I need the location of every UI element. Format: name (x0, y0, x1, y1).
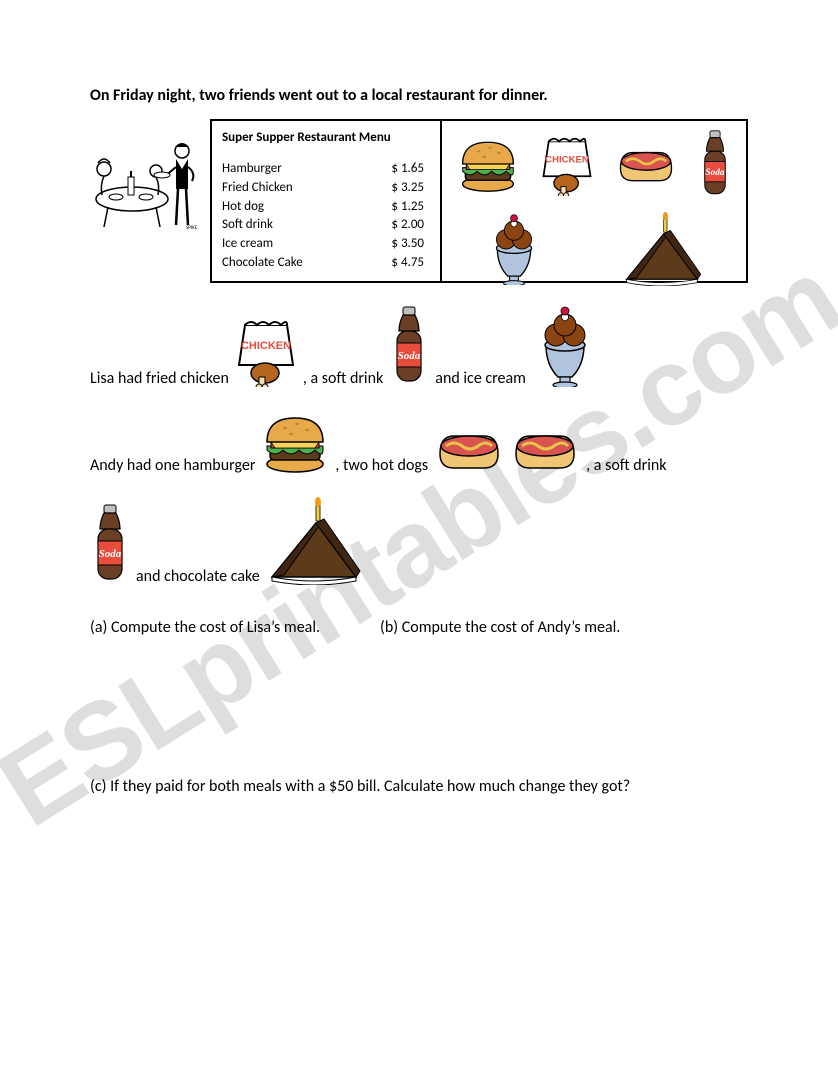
question-b: (b) Compute the cost of Andy’s meal. (380, 618, 620, 637)
menu-item-price: $ 2.00 (391, 216, 424, 235)
menu-title: Super Supper Restaurant Menu (222, 129, 424, 148)
intro-text: On Friday night, two friends went out to… (90, 86, 748, 105)
menu-item-price: $ 3.50 (391, 235, 424, 254)
andy-text-1: Andy had one hamburger (90, 456, 255, 479)
svg-text:SPIKE: SPIKE (186, 225, 198, 229)
menu-item: Hot dog $ 1.25 (222, 198, 424, 217)
hotdog-icon (615, 142, 677, 191)
soda-icon: Soda (389, 305, 429, 392)
dining-scene-icon: SPIKE (90, 119, 200, 229)
hamburger-icon (457, 135, 519, 198)
andy-text-4: and chocolate cake (136, 567, 260, 590)
menu-item-name: Chocolate Cake (222, 254, 303, 273)
menu-item-name: Soft drink (222, 216, 273, 235)
question-a: (a) Compute the cost of Lisa’s meal. (90, 618, 320, 637)
svg-text:CHICKEN: CHICKEN (545, 154, 589, 165)
lisa-text-3: and ice cream (435, 369, 526, 392)
menu-item-price: $ 3.25 (391, 179, 424, 198)
soda-icon: Soda (90, 503, 130, 590)
menu-column: Super Supper Restaurant Menu Hamburger $ … (212, 121, 442, 281)
hamburger-icon (261, 410, 329, 479)
lisa-text-2: , a soft drink (303, 369, 383, 392)
question-c: (c) If they paid for both meals with a $… (90, 777, 748, 796)
andy-line-1: Andy had one hamburger , two hot dogs , … (90, 410, 748, 479)
top-row: SPIKE Super Supper Restaurant Menu Hambu… (90, 119, 748, 283)
cake-icon (621, 212, 703, 291)
svg-text:Soda: Soda (705, 168, 725, 178)
soda-icon: Soda (698, 129, 732, 204)
menu-food-box: Super Supper Restaurant Menu Hamburger $ … (210, 119, 748, 283)
menu-item-price: $ 1.65 (391, 160, 424, 179)
andy-text-3: , a soft drink (586, 456, 666, 479)
menu-item-price: $ 1.25 (391, 198, 424, 217)
fried-chicken-icon: CHICKEN (540, 132, 594, 201)
hotdog-icon (510, 424, 580, 479)
lisa-line: Lisa had fried chicken CHICKEN , a soft … (90, 305, 748, 392)
svg-text:CHICKEN: CHICKEN (241, 340, 291, 352)
questions-ab-row: (a) Compute the cost of Lisa’s meal. (b)… (90, 618, 748, 637)
ice-cream-icon (532, 305, 598, 392)
lisa-text-1: Lisa had fried chicken (90, 369, 229, 392)
svg-text:Soda: Soda (398, 350, 421, 362)
menu-item: Chocolate Cake $ 4.75 (222, 254, 424, 273)
svg-text:Soda: Soda (99, 548, 122, 560)
andy-line-2: Soda and chocolate cake (90, 497, 748, 590)
menu-item-name: Fried Chicken (222, 179, 293, 198)
menu-item: Ice cream $ 3.50 (222, 235, 424, 254)
fried-chicken-icon: CHICKEN (235, 315, 297, 392)
menu-item: Fried Chicken $ 3.25 (222, 179, 424, 198)
menu-item: Soft drink $ 2.00 (222, 216, 424, 235)
ice-cream-icon (485, 213, 543, 290)
hotdog-icon (434, 424, 504, 479)
food-icons-column: CHICKEN Soda (442, 121, 746, 281)
cake-icon (266, 497, 362, 590)
menu-item-name: Hot dog (222, 198, 264, 217)
menu-item-name: Hamburger (222, 160, 282, 179)
menu-item-name: Ice cream (222, 235, 273, 254)
menu-item: Hamburger $ 1.65 (222, 160, 424, 179)
menu-item-price: $ 4.75 (391, 254, 424, 273)
andy-text-2: , two hot dogs (335, 456, 428, 479)
